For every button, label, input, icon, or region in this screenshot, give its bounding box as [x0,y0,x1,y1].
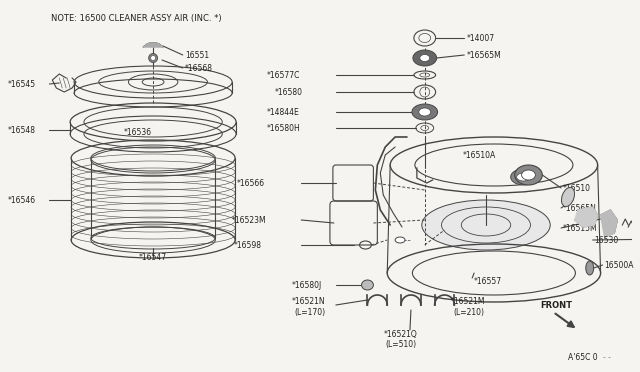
Text: *16565N: *16565N [563,203,597,212]
Text: 16500A: 16500A [605,260,634,269]
Text: *14007: *14007 [467,33,494,42]
Text: *16515M: *16515M [563,224,598,232]
Ellipse shape [148,54,157,62]
Text: *16521N: *16521N [291,298,325,307]
Text: *16521Q: *16521Q [383,330,417,340]
Text: *16568: *16568 [185,64,212,73]
Ellipse shape [586,261,594,275]
Ellipse shape [362,280,373,290]
Text: *16598: *16598 [234,241,262,250]
Text: *16580H: *16580H [267,124,300,132]
Ellipse shape [561,187,575,206]
Text: *16521M: *16521M [451,298,485,307]
Text: (L=210): (L=210) [453,308,484,317]
Ellipse shape [420,55,429,61]
Text: A'65C 0: A'65C 0 [568,353,598,362]
Ellipse shape [419,108,431,116]
Ellipse shape [515,165,542,185]
Text: *16546: *16546 [8,196,36,205]
Text: *16510A: *16510A [462,151,495,160]
Text: - -: - - [603,353,611,362]
Text: FRONT: FRONT [540,301,572,310]
Ellipse shape [516,173,531,181]
Text: *16566: *16566 [237,179,265,187]
Polygon shape [575,207,598,227]
Text: *16510: *16510 [563,183,591,192]
Ellipse shape [150,55,156,61]
Text: (L=170): (L=170) [294,308,326,317]
Text: (L=510): (L=510) [385,340,417,350]
Text: *16523M: *16523M [232,215,267,224]
Ellipse shape [511,169,536,185]
Text: *16547: *16547 [138,253,166,263]
Text: 16530: 16530 [595,235,619,244]
Text: *16548: *16548 [8,125,36,135]
Polygon shape [143,43,163,47]
Text: *16565M: *16565M [467,51,501,60]
Text: *16545: *16545 [8,80,36,89]
Ellipse shape [413,50,436,66]
Ellipse shape [412,104,438,120]
Text: NOTE: 16500 CLEANER ASSY AIR (INC. *): NOTE: 16500 CLEANER ASSY AIR (INC. *) [51,13,222,22]
Text: *16536: *16536 [124,128,152,137]
Polygon shape [600,210,618,237]
Ellipse shape [395,237,405,243]
Text: 16551: 16551 [185,51,209,60]
Text: *16577C: *16577C [267,71,300,80]
Text: *14844E: *14844E [267,108,300,116]
Ellipse shape [422,200,550,250]
Text: *16557: *16557 [474,278,502,286]
Text: *16580: *16580 [275,87,303,96]
Text: *16580J: *16580J [291,280,322,289]
Ellipse shape [522,170,536,180]
